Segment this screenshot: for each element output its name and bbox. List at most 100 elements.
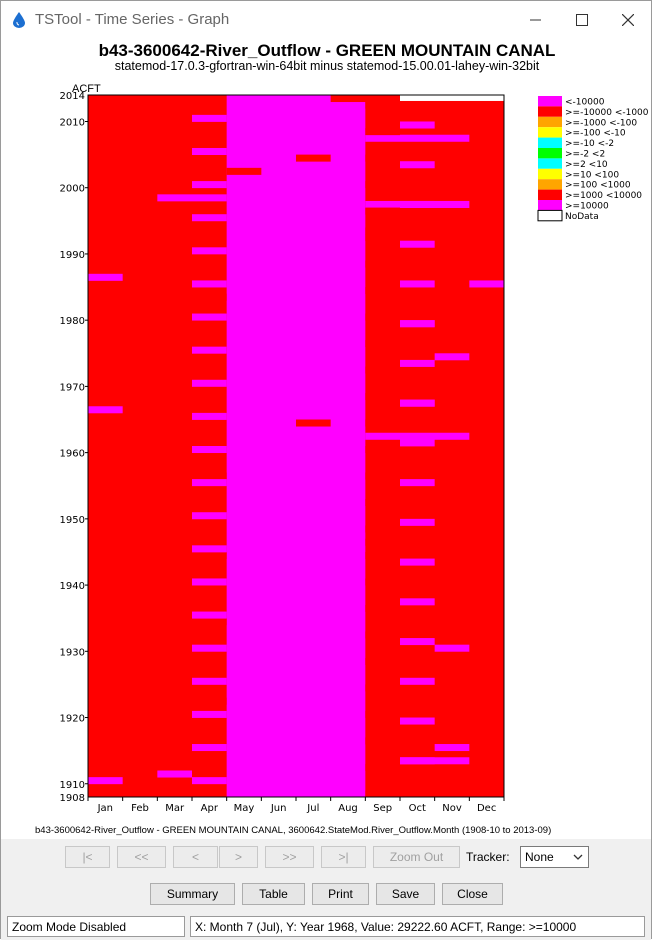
heatmap-cell <box>365 154 400 162</box>
y-tick-label: 1980 <box>60 316 85 327</box>
heatmap-cell <box>434 353 470 361</box>
legend-label: >=1000 <10000 <box>565 191 642 201</box>
tracker-value: None <box>525 850 554 864</box>
x-tick-label: Dec <box>477 803 496 814</box>
chevron-down-icon <box>573 854 583 860</box>
page-forward-button[interactable]: >> <box>265 846 314 868</box>
heatmap-cell <box>400 757 435 765</box>
heatmap-cell <box>192 313 227 321</box>
heatmap-cell <box>365 710 400 718</box>
heatmap-cell <box>192 346 227 354</box>
first-button[interactable]: |< <box>65 846 110 868</box>
legend-label: NoData <box>565 212 599 222</box>
heatmap-cell <box>192 479 227 487</box>
heatmap-cell <box>400 439 435 447</box>
legend-swatch <box>538 127 562 138</box>
legend-swatch <box>537 209 563 222</box>
y-tick-label: 1940 <box>60 581 85 592</box>
heatmap-column <box>330 95 366 797</box>
heatmap-cell <box>157 194 227 202</box>
heatmap-cell <box>330 95 400 103</box>
close-window-button[interactable] <box>605 1 651 38</box>
zoom-out-button[interactable]: Zoom Out <box>373 846 460 868</box>
heatmap-cell <box>400 379 435 387</box>
heatmap-cell <box>400 320 435 328</box>
heatmap-cell <box>226 167 262 175</box>
graph-title: b43-3600642-River_Outflow - GREEN MOUNTA… <box>98 41 556 60</box>
heatmap-cell <box>88 273 123 281</box>
last-button[interactable]: >| <box>321 846 366 868</box>
heatmap-cell <box>365 432 470 440</box>
heatmap-column <box>226 95 262 797</box>
heatmap-cell <box>365 181 400 189</box>
heatmap-column <box>261 95 297 797</box>
heatmap-cell <box>400 512 435 520</box>
heatmap-cell <box>400 677 435 685</box>
legend-label: >=100 <1000 <box>565 181 631 191</box>
heatmap-cell <box>365 472 400 480</box>
zoom-status: Zoom Mode Disabled <box>7 916 185 937</box>
heatmap-cell <box>400 161 435 169</box>
legend-swatch <box>538 106 562 117</box>
table-button[interactable]: Table <box>242 883 305 905</box>
heatmap-cell <box>157 770 192 778</box>
x-tick-label: Apr <box>201 803 219 814</box>
heatmap-cell <box>192 412 227 420</box>
heatmap-cell <box>365 604 400 612</box>
heatmap-cell <box>400 121 435 129</box>
x-tick-label: Sep <box>373 803 392 814</box>
back-button[interactable]: < <box>173 846 218 868</box>
heatmap-cell <box>400 200 435 208</box>
minimize-icon <box>530 19 541 20</box>
heatmap-cell <box>365 260 400 268</box>
heatmap-cell <box>192 472 227 480</box>
heatmap-cell <box>400 518 435 526</box>
legend-swatch <box>538 189 562 200</box>
legend-label: >=10000 <box>565 202 609 212</box>
heatmap-cell <box>400 571 435 579</box>
legend-swatch <box>538 168 562 180</box>
heatmap-cell <box>365 538 400 546</box>
save-button[interactable]: Save <box>376 883 435 905</box>
heatmap-cell <box>400 459 470 467</box>
maximize-icon <box>576 13 588 26</box>
heatmap-cell <box>434 644 470 652</box>
heatmap-cell <box>365 578 400 586</box>
heatmap-cell <box>365 631 400 639</box>
page-back-button[interactable]: << <box>117 846 166 868</box>
legend-label: >=-100 <-10 <box>565 129 626 139</box>
legend-swatch <box>538 148 562 159</box>
heatmap-cell <box>192 545 227 553</box>
heatmap-column <box>296 95 332 797</box>
heatmap-cell <box>192 512 227 520</box>
raster-graph[interactable]: 1910 1920 1930 1940 1950 1960 1970 1980 1990 2000… <box>1 81 652 825</box>
heatmap-cell <box>192 280 227 288</box>
heatmap-cell <box>192 446 227 454</box>
heatmap-cell <box>192 379 227 387</box>
y-tick-label: 1990 <box>60 250 85 261</box>
close-button[interactable]: Close <box>442 883 503 905</box>
heatmap-cell <box>365 227 400 235</box>
heatmap-cell <box>192 777 227 785</box>
heatmap-cell <box>469 280 504 288</box>
summary-button[interactable]: Summary <box>150 883 235 905</box>
heatmap-cell <box>192 618 227 626</box>
heatmap-cell <box>192 293 227 301</box>
tracker-label: Tracker: <box>466 850 510 864</box>
heatmap-cell <box>88 777 123 785</box>
water-drop-icon <box>13 12 25 28</box>
print-button[interactable]: Print <box>312 883 369 905</box>
forward-button[interactable]: > <box>219 846 258 868</box>
minimize-button[interactable] <box>513 1 559 38</box>
y-tick-label: 1920 <box>60 714 85 725</box>
legend-label: >=-1000 <-100 <box>565 118 637 128</box>
heatmap-cell <box>365 134 470 142</box>
legend-swatch <box>538 158 562 169</box>
legend-label: >=10 <100 <box>565 170 619 180</box>
maximize-button[interactable] <box>559 1 605 38</box>
tracker-select[interactable]: None <box>520 846 589 868</box>
heatmap-cell <box>192 611 227 619</box>
heatmap-cell <box>365 684 400 692</box>
status-bar: Zoom Mode Disabled X: Month 7 (Jul), Y: … <box>1 912 651 940</box>
